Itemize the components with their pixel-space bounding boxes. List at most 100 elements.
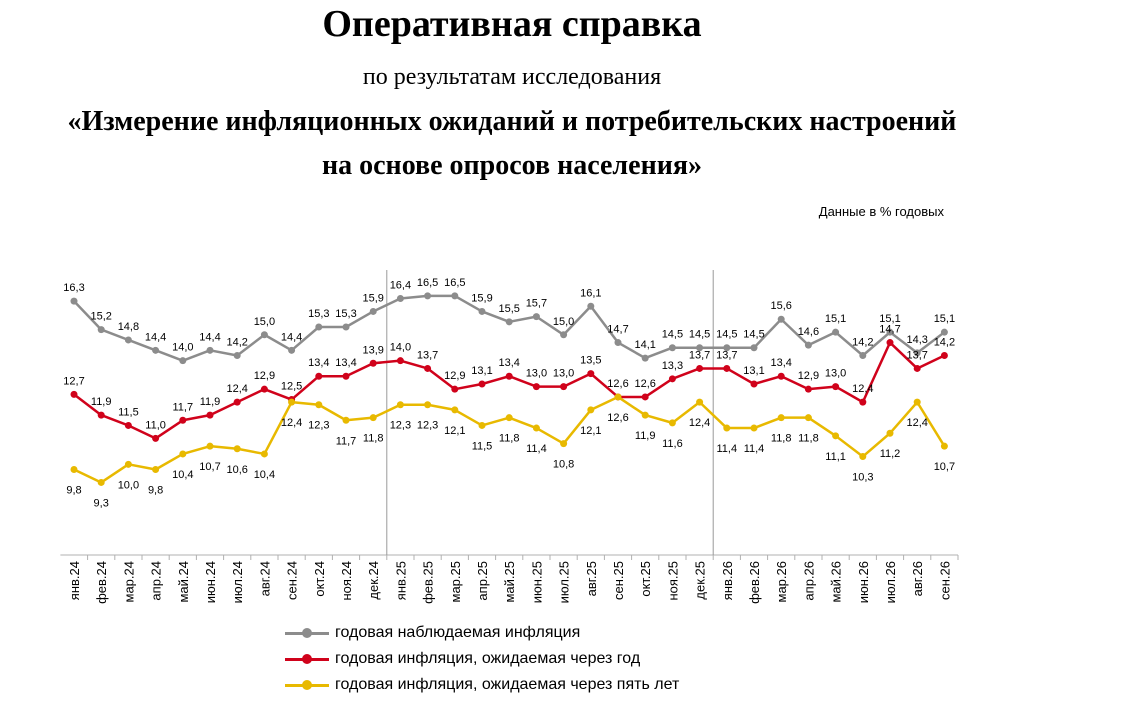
x-tick-label: июл.26 — [883, 561, 898, 603]
series-2-data-label: 12,6 — [607, 412, 628, 424]
series-2-point — [804, 414, 812, 422]
series-0-data-label: 14,8 — [118, 321, 139, 333]
series-1-data-label: 11,9 — [91, 396, 112, 408]
series-0-data-label: 16,5 — [417, 277, 438, 289]
series-0-point — [940, 328, 948, 336]
series-1-point — [424, 364, 432, 372]
series-0-data-label: 16,3 — [63, 282, 84, 294]
x-tick-label: мар.24 — [121, 561, 136, 602]
x-tick-label: ноя.25 — [665, 561, 680, 601]
series-0-point — [560, 331, 568, 339]
series-2-point — [233, 445, 241, 453]
series-1-data-label: 13,0 — [526, 368, 547, 380]
series-2-data-label: 11,4 — [744, 443, 765, 455]
series-1-data-label: 13,4 — [335, 357, 356, 369]
series-0-data-label: 14,5 — [743, 329, 764, 341]
series-2-data-label: 12,1 — [444, 425, 465, 437]
units-note: Данные в % годовых — [818, 204, 944, 219]
series-2-point — [668, 419, 676, 427]
series-0-data-label: 14,5 — [689, 329, 710, 341]
series-2-point — [124, 460, 132, 468]
series-0-point — [614, 339, 622, 347]
series-0-data-label: 14,4 — [145, 331, 166, 343]
series-1-data-label: 13,7 — [716, 349, 737, 361]
series-2-point — [505, 414, 513, 422]
series-0-point — [913, 349, 921, 357]
series-2-data-label: 11,8 — [363, 433, 384, 445]
x-tick-label: май.26 — [829, 561, 844, 603]
series-1-data-label: 13,7 — [417, 349, 438, 361]
x-tick-label: июл.24 — [230, 561, 245, 603]
series-0-point — [886, 328, 894, 336]
series-1-point — [342, 372, 350, 380]
x-tick-label: дек.24 — [366, 561, 381, 600]
series-0-point — [342, 323, 350, 331]
series-2-point — [587, 406, 595, 414]
series-2-point — [369, 414, 377, 422]
series-1-point — [750, 380, 758, 388]
series-2-point — [342, 416, 350, 424]
series-0-data-label: 15,7 — [526, 298, 547, 310]
series-1-data-label: 12,9 — [798, 370, 819, 382]
series-2-point — [152, 466, 160, 473]
legend-swatch-expected-1y — [285, 652, 329, 666]
series-2-data-label: 11,8 — [771, 433, 792, 445]
series-1-data-label: 14,7 — [879, 324, 900, 336]
series-1-point — [97, 411, 105, 419]
series-1-point — [696, 364, 704, 372]
series-0-point — [641, 354, 649, 362]
series-1-point — [233, 398, 241, 406]
series-0-data-label: 15,5 — [498, 303, 519, 315]
series-0-data-label: 14,2 — [226, 337, 247, 349]
series-2-data-label: 9,3 — [94, 497, 109, 509]
legend-item-expected-1y: годовая инфляция, ожидаемая через год — [285, 646, 679, 672]
series-1-data-label: 13,4 — [308, 357, 329, 369]
series-0-data-label: 15,3 — [335, 308, 356, 320]
series-1-point — [260, 385, 268, 393]
series-1-point — [152, 434, 160, 442]
x-tick-label: авг.26 — [910, 561, 925, 596]
series-2-data-label: 12,1 — [580, 425, 601, 437]
x-tick-label: апр.24 — [149, 561, 164, 601]
x-tick-label: янв.25 — [393, 561, 408, 600]
series-0-point — [70, 297, 78, 305]
series-2-data-label: 10,7 — [199, 461, 220, 473]
series-0-data-label: 14,4 — [199, 331, 220, 343]
x-tick-label: сен.25 — [611, 561, 626, 600]
x-tick-label: фев.24 — [94, 561, 109, 604]
series-2-point — [723, 424, 731, 432]
series-1-data-label: 13,7 — [906, 349, 927, 361]
series-2-data-label: 10,4 — [172, 469, 193, 481]
series-1-data-label: 13,0 — [553, 368, 574, 380]
x-tick-label: янв.24 — [67, 561, 82, 600]
series-0-point — [832, 328, 840, 336]
x-tick-label: июн.26 — [856, 561, 871, 603]
series-0-data-label: 15,0 — [553, 316, 574, 328]
series-0-data-label: 14,6 — [798, 326, 819, 338]
series-2-data-label: 11,9 — [635, 430, 656, 442]
series-1-point — [804, 385, 812, 393]
series-0-point — [315, 323, 323, 331]
series-2-data-label: 12,3 — [308, 420, 329, 432]
series-0-point — [859, 352, 867, 359]
series-0-point — [179, 357, 187, 365]
series-2-data-label: 12,3 — [390, 420, 411, 432]
x-tick-label: апр.26 — [801, 561, 816, 601]
series-1-point — [369, 359, 377, 367]
series-2-data-label: 10,0 — [118, 479, 139, 491]
x-tick-label: фев.25 — [421, 561, 436, 604]
series-2-data-label: 12,3 — [417, 420, 438, 432]
series-0-point — [152, 346, 160, 354]
series-2-data-label: 10,3 — [852, 472, 873, 484]
series-2-data-label: 11,7 — [336, 435, 357, 447]
series-0-point — [804, 341, 812, 349]
series-1-point — [532, 383, 540, 391]
series-0-point — [124, 336, 132, 344]
series-0-point — [424, 292, 432, 300]
series-0-data-label: 16,1 — [580, 287, 601, 299]
series-1-data-label: 13,1 — [743, 365, 764, 377]
series-2-data-label: 12,4 — [689, 417, 710, 429]
series-0-point — [369, 307, 377, 315]
series-1-point — [315, 372, 323, 380]
series-2-point — [614, 393, 622, 401]
